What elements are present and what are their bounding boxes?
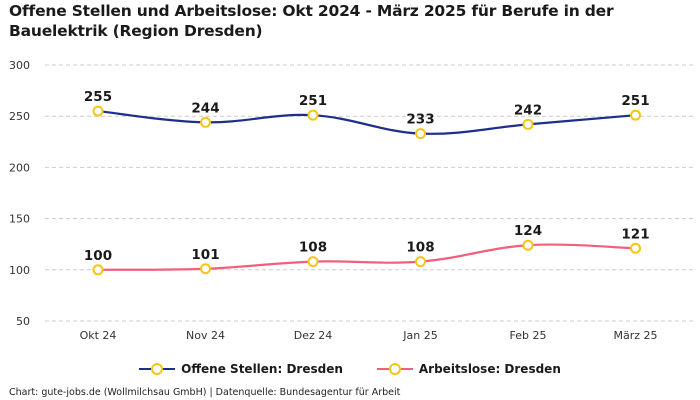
line-chart: 50 100 150 200 250 300 Okt 24 Nov 24 Dez 24 Jan … [9, 59, 693, 342]
y-tick-label: 250 [9, 110, 30, 123]
data-point[interactable] [415, 256, 426, 268]
y-tick-label: 100 [9, 264, 30, 277]
series-lines [96, 109, 637, 271]
data-point[interactable] [200, 116, 211, 128]
data-point[interactable] [630, 109, 641, 121]
data-label: 101 [191, 247, 219, 263]
data-point[interactable] [307, 109, 319, 121]
legend-swatch-series2 [376, 363, 413, 375]
data-point[interactable] [92, 105, 104, 117]
data-point[interactable] [522, 239, 534, 251]
x-tick-label: Nov 24 [186, 329, 225, 342]
x-tick-label: Jan 25 [402, 329, 437, 342]
legend-item-arbeitslose[interactable]: Arbeitslose: Dresden [376, 362, 561, 376]
data-labels: 255 244 251 233 242 251 100 101 108 108 124 121 [84, 89, 650, 264]
legend-swatch-series1 [139, 363, 176, 375]
y-axis-ticks: 50 100 150 200 250 300 [9, 59, 30, 328]
series-line-1 [96, 109, 637, 135]
y-tick-label: 150 [9, 213, 30, 226]
x-tick-label: Okt 24 [80, 329, 117, 342]
chart-title: Offene Stellen und Arbeitslose: Okt 2024… [9, 2, 614, 40]
x-tick-label: Dez 24 [294, 329, 333, 342]
data-label: 251 [299, 93, 327, 109]
data-label: 108 [299, 240, 327, 256]
data-label: 124 [514, 223, 542, 239]
y-tick-label: 50 [16, 315, 30, 328]
data-label: 255 [84, 89, 112, 105]
data-point[interactable] [92, 264, 104, 276]
data-label: 121 [621, 226, 649, 242]
data-label: 244 [191, 100, 219, 116]
data-point[interactable] [522, 118, 534, 130]
legend-label: Offene Stellen: Dresden [181, 362, 343, 376]
x-tick-label: Feb 25 [510, 329, 547, 342]
y-tick-label: 300 [9, 59, 30, 72]
series-markers [92, 105, 641, 276]
data-label: 251 [621, 93, 649, 109]
data-point[interactable] [307, 256, 319, 268]
x-axis-ticks: Okt 24 Nov 24 Dez 24 Jan 25 Feb 25 März 25 [80, 329, 658, 342]
legend-label: Arbeitslose: Dresden [418, 362, 561, 376]
data-point[interactable] [630, 242, 641, 254]
data-point[interactable] [200, 263, 211, 275]
data-label: 242 [514, 102, 542, 118]
legend-item-offene-stellen[interactable]: Offene Stellen: Dresden [139, 362, 343, 376]
chart-source-footer: Chart: gute-jobs.de (Wollmilchsau GmbH) … [9, 387, 401, 398]
series-line-2 [96, 243, 637, 271]
data-label: 100 [84, 248, 112, 264]
x-tick-label: März 25 [613, 329, 657, 342]
data-point[interactable] [415, 128, 426, 140]
y-tick-label: 200 [9, 161, 30, 174]
grid-lines [45, 64, 693, 322]
data-label: 233 [406, 112, 434, 128]
data-label: 108 [406, 240, 434, 256]
legend: Offene Stellen: Dresden Arbeitslose: Dre… [0, 362, 700, 376]
